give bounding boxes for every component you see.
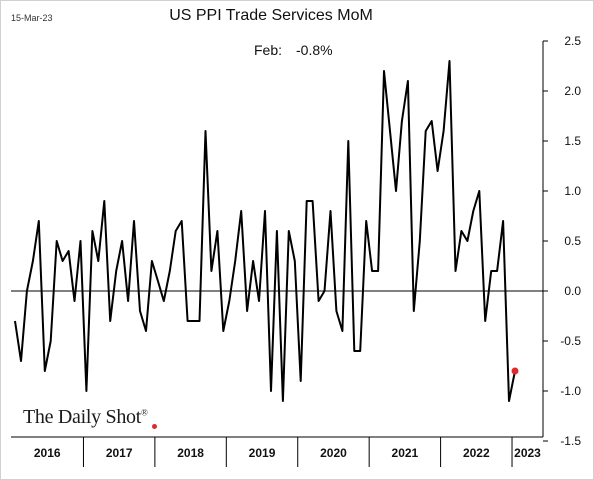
y-tick-label: 1.5 (564, 134, 581, 148)
year-label: 2021 (392, 446, 419, 460)
logo-text: The Daily Shot (23, 406, 142, 428)
latest-point-marker (511, 367, 519, 375)
logo-registered-mark: ® (141, 407, 148, 418)
y-tick-label: 0.5 (564, 234, 581, 248)
year-label: 2023 (514, 446, 541, 460)
series-line (14, 60, 516, 402)
year-label: 2018 (177, 446, 204, 460)
y-tick-label: 0.0 (564, 284, 581, 298)
y-tick-label: -1.5 (560, 434, 581, 448)
logo-dot-icon (152, 424, 157, 429)
year-label: 2022 (463, 446, 490, 460)
chart-title: US PPI Trade Services MoM (169, 7, 373, 24)
year-label: 2016 (34, 446, 61, 460)
y-tick-label: 1.0 (564, 184, 581, 198)
latest-value-annotation: Feb: -0.8% (254, 42, 333, 58)
year-label: 2017 (106, 446, 133, 460)
year-label: 2019 (249, 446, 276, 460)
annotation-label: Feb: (254, 42, 283, 58)
year-label: 2020 (320, 446, 347, 460)
annotation-value: -0.8% (296, 42, 333, 58)
y-tick-label: 2.5 (564, 34, 581, 48)
y-tick-label: 2.0 (564, 84, 581, 98)
y-tick-label: -0.5 (560, 334, 581, 348)
publication-date: 15-Mar-23 (11, 13, 53, 23)
y-tick-label: -1.0 (560, 384, 581, 398)
daily-shot-logo: The Daily Shot® (23, 406, 148, 429)
